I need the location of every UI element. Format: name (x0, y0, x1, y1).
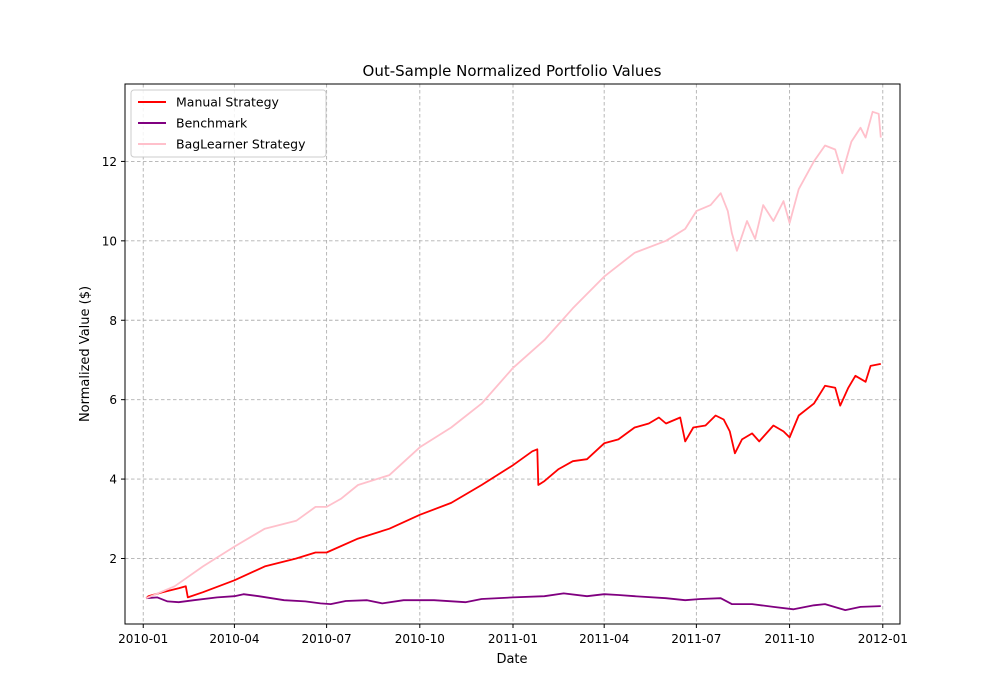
legend-label-baglearner-strategy: BagLearner Strategy (176, 137, 306, 152)
tick-layer: 2010-01 2010-04 2010-07 2010-10 2011-01 2011-… (102, 155, 908, 646)
legend-box (130, 89, 327, 158)
y-axis-label: Normalized Value ($) (78, 286, 93, 422)
series-line-manual-strategy (145, 363, 881, 599)
y-tick-label: 12 (102, 155, 117, 169)
x-tick-label: 2010-04 (209, 632, 259, 646)
x-tick-label: 2011-10 (765, 632, 815, 646)
legend-label-benchmark: Benchmark (176, 116, 248, 131)
legend: Manual Strategy Benchmark BagLearner Str… (130, 89, 327, 158)
legend-label-manual-strategy: Manual Strategy (176, 95, 280, 110)
chart-title: Out-Sample Normalized Portfolio Values (363, 62, 662, 80)
x-tick-label: 2010-07 (302, 632, 352, 646)
x-tick-label: 2011-01 (488, 632, 538, 646)
x-tick-label: 2011-04 (579, 632, 629, 646)
y-tick-label: 4 (109, 473, 117, 487)
series-line-benchmark (146, 592, 881, 611)
y-tick-label: 6 (109, 393, 117, 407)
grid-layer (125, 84, 900, 624)
x-tick-label: 2010-10 (395, 632, 445, 646)
y-tick-label: 2 (109, 552, 117, 566)
series-layer (145, 110, 882, 611)
y-tick-label: 10 (102, 234, 117, 248)
y-tick-label: 8 (109, 314, 117, 328)
x-tick-label: 2010-01 (118, 632, 168, 646)
plot-frame (124, 83, 901, 625)
series-line-baglearner-strategy (145, 110, 882, 600)
x-tick-label: 2012-01 (858, 632, 908, 646)
x-axis-label: Date (496, 652, 527, 667)
x-tick-label: 2011-07 (671, 632, 721, 646)
